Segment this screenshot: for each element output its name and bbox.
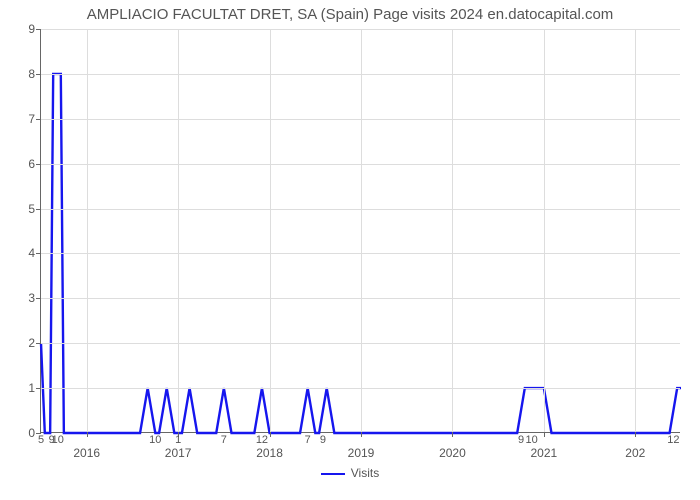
- x-gridline: [87, 29, 88, 432]
- x-gridline: [361, 29, 362, 432]
- legend: Visits: [0, 466, 700, 480]
- plot-area: 0123456789201620172018201920202021202591…: [40, 29, 680, 433]
- y-tick-label: 7: [28, 112, 41, 126]
- y-tick-label: 4: [28, 246, 41, 260]
- x-minor-label: 10: [149, 432, 161, 446]
- x-tick-label: 2019: [348, 432, 375, 460]
- x-tick-label: 2016: [73, 432, 100, 460]
- x-minor-label: 10: [526, 432, 538, 446]
- x-minor-label: 5: [38, 432, 44, 446]
- x-minor-label: 1: [175, 432, 181, 446]
- x-minor-label: 7: [305, 432, 311, 446]
- y-tick-label: 2: [28, 336, 41, 350]
- x-tick-label: 202: [625, 432, 645, 460]
- x-minor-label: 9: [320, 432, 326, 446]
- x-gridline: [178, 29, 179, 432]
- legend-swatch: [321, 473, 345, 475]
- y-tick-label: 9: [28, 22, 41, 36]
- x-minor-label: 12: [256, 432, 268, 446]
- y-tick-label: 3: [28, 291, 41, 305]
- x-minor-label: 9: [518, 432, 524, 446]
- chart-title: AMPLIACIO FACULTAT DRET, SA (Spain) Page…: [0, 0, 700, 25]
- y-tick-label: 6: [28, 157, 41, 171]
- x-tick-label: 2020: [439, 432, 466, 460]
- x-minor-label: 7: [221, 432, 227, 446]
- x-gridline: [270, 29, 271, 432]
- y-tick-label: 8: [28, 67, 41, 81]
- x-minor-label: 10: [52, 432, 64, 446]
- y-tick-label: 1: [28, 381, 41, 395]
- x-gridline: [635, 29, 636, 432]
- legend-label: Visits: [351, 466, 379, 480]
- chart-wrap: 0123456789201620172018201920202021202591…: [0, 25, 700, 465]
- x-gridline: [544, 29, 545, 432]
- y-tick-label: 5: [28, 202, 41, 216]
- x-gridline: [452, 29, 453, 432]
- x-minor-label: 12: [667, 432, 679, 446]
